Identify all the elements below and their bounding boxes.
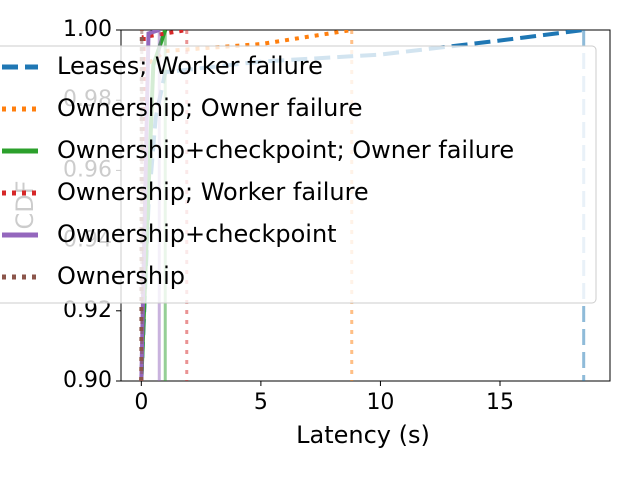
legend-label: Leases; Worker failure	[57, 52, 323, 80]
x-tick-label: 0	[134, 390, 148, 415]
legend-label: Ownership; Worker failure	[57, 178, 369, 206]
legend-label: Ownership	[57, 262, 185, 290]
x-tick-label: 10	[366, 390, 394, 415]
x-axis-label: Latency (s)	[296, 421, 430, 449]
legend-label: Ownership; Owner failure	[57, 94, 363, 122]
y-tick-label: 0.90	[63, 368, 112, 393]
x-tick-label: 5	[254, 390, 268, 415]
legend-box	[0, 45, 597, 304]
legend: Leases; Worker failure Ownership; Owner f…	[0, 45, 597, 304]
legend-label: Ownership+checkpoint	[57, 220, 337, 248]
legend-label: Ownership+checkpoint; Owner failure	[57, 136, 514, 164]
y-tick-label: 1.00	[63, 17, 112, 42]
x-tick-label: 15	[486, 390, 514, 415]
